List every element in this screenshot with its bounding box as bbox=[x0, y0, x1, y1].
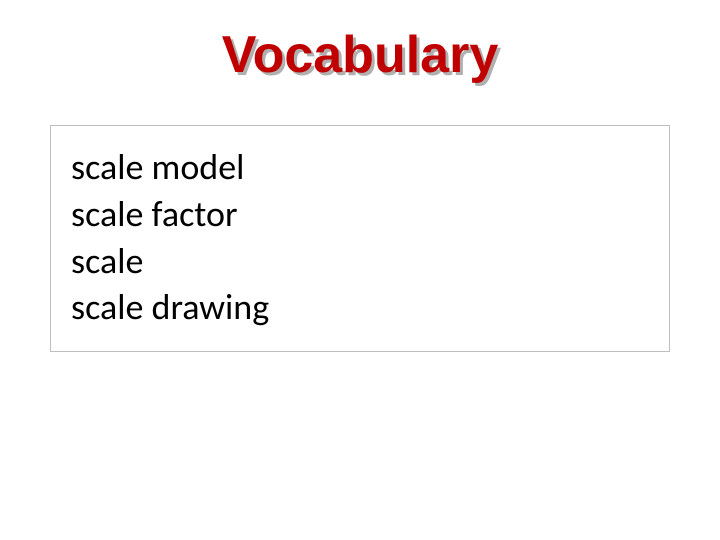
term-item: scale bbox=[71, 238, 649, 285]
vocabulary-title: Vocabulary Vocabulary bbox=[222, 25, 498, 85]
vocabulary-terms-box: scale model scale factor scale scale dra… bbox=[50, 125, 670, 352]
title-main-text: Vocabulary bbox=[222, 26, 498, 84]
term-item: scale model bbox=[71, 144, 649, 191]
term-item: scale factor bbox=[71, 191, 649, 238]
term-item: scale drawing bbox=[71, 284, 649, 331]
